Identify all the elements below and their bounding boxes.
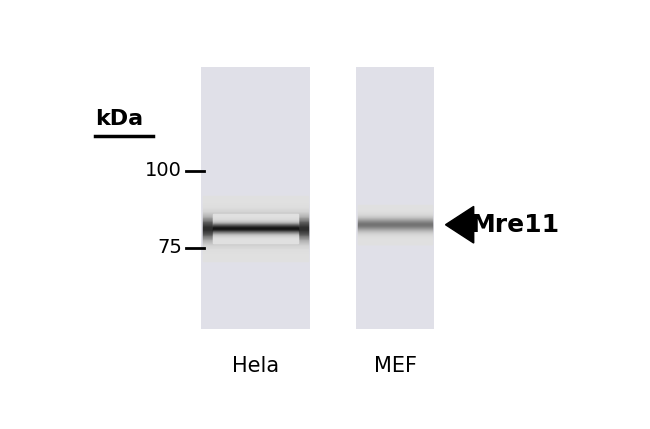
Polygon shape (445, 206, 474, 243)
Text: 75: 75 (157, 239, 182, 257)
Text: MEF: MEF (374, 356, 417, 376)
Bar (202, 67, 310, 329)
Text: Hela: Hela (232, 356, 280, 376)
Text: Mre11: Mre11 (471, 213, 560, 237)
Text: 100: 100 (145, 161, 182, 180)
Text: kDa: kDa (95, 109, 143, 129)
Bar (356, 67, 434, 329)
